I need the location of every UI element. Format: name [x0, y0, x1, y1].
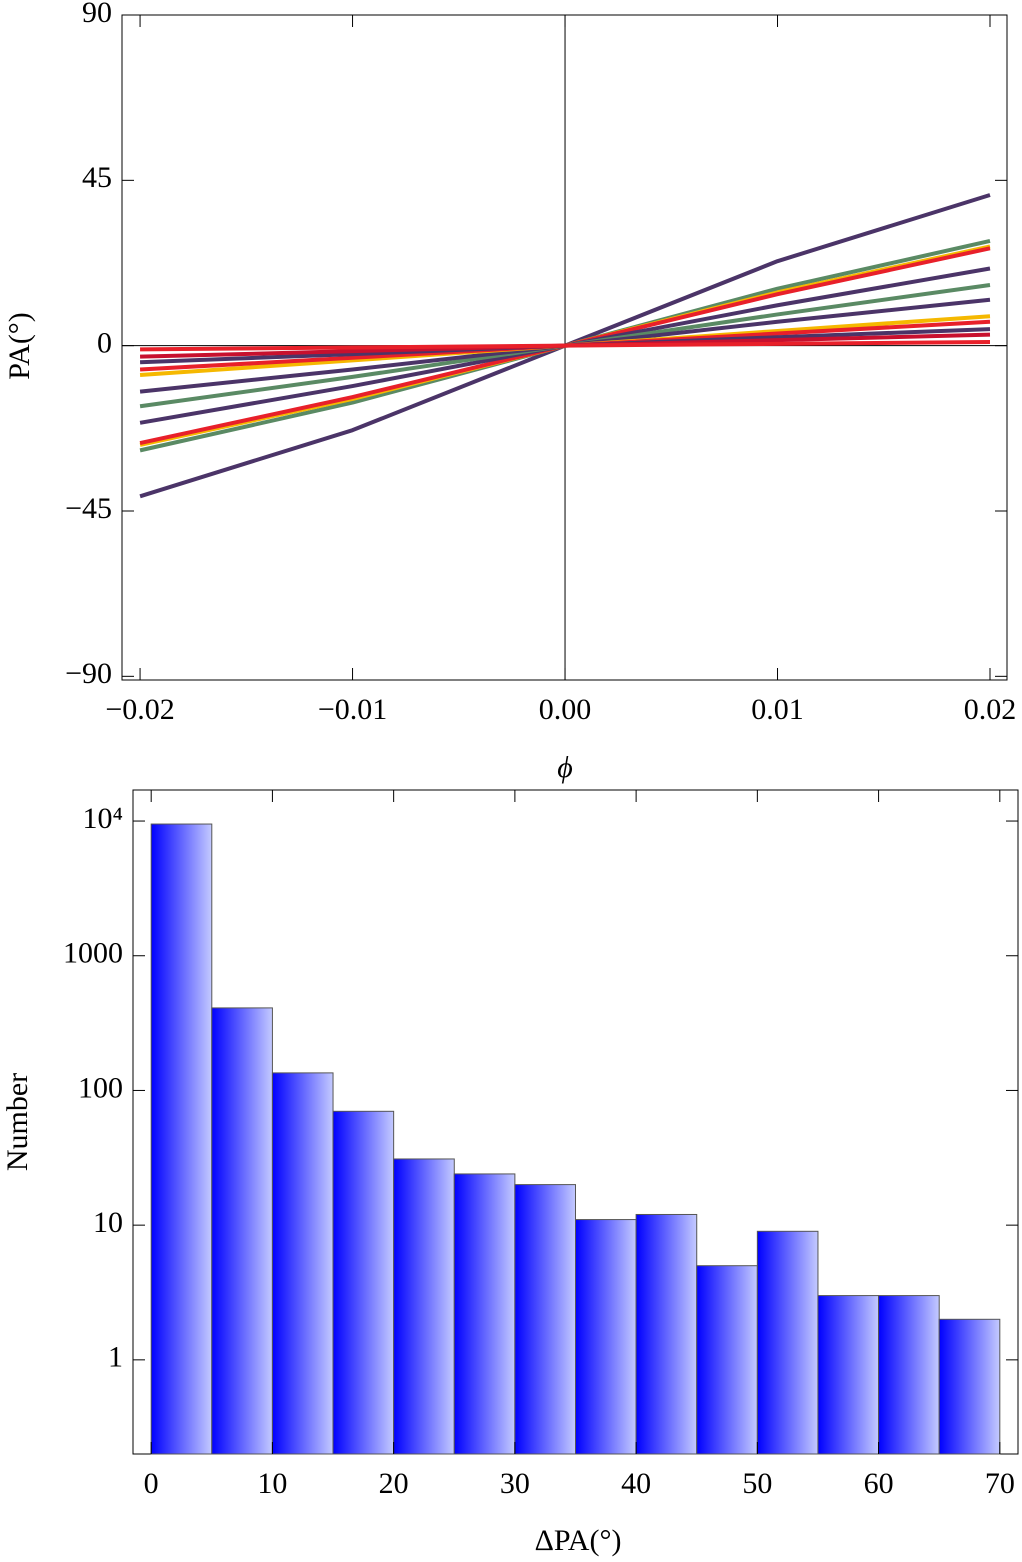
- plot-frame: [121, 14, 1008, 681]
- x-tick-label: 60: [864, 1467, 894, 1500]
- y-tick-label: 10: [93, 1206, 123, 1239]
- bar: [635, 1213, 698, 1455]
- bar: [211, 1007, 273, 1455]
- x-tick-label: −0.02: [105, 693, 174, 726]
- y-tick-label: 90: [82, 0, 112, 29]
- x-tick-label: 20: [379, 1467, 409, 1500]
- y-tick-label: 0: [97, 327, 112, 360]
- y-tick-label: 100: [78, 1071, 123, 1104]
- bar: [332, 1110, 395, 1455]
- y-axis-label: PA(°): [3, 312, 36, 380]
- y-tick-label: −90: [65, 657, 112, 690]
- y-tick-label: 10⁴: [83, 802, 123, 835]
- y-tick-label: 45: [82, 161, 112, 194]
- x-axis-label: ΔPA(°): [535, 1524, 622, 1557]
- x-tick-label: 10: [257, 1467, 287, 1500]
- bar: [453, 1173, 516, 1455]
- bar: [393, 1158, 455, 1455]
- bar: [756, 1230, 819, 1455]
- y-tick-label: 1000: [63, 937, 123, 970]
- series-line: [140, 339, 991, 352]
- y-tick-label: −45: [65, 492, 112, 525]
- x-tick-label: 30: [500, 1467, 530, 1500]
- bar: [150, 823, 213, 1455]
- x-tick-label: 0: [144, 1467, 159, 1500]
- x-tick-label: 0.02: [964, 693, 1017, 726]
- x-tick-label: 0.01: [751, 693, 804, 726]
- bar: [817, 1295, 880, 1455]
- x-tick-label: 70: [985, 1467, 1015, 1500]
- bar: [271, 1072, 334, 1455]
- bar: [696, 1265, 758, 1455]
- x-tick-label: 40: [621, 1467, 651, 1500]
- bar: [575, 1219, 637, 1455]
- x-tick-label: −0.01: [318, 693, 387, 726]
- y-tick-label: 1: [108, 1341, 123, 1374]
- x-tick-label: 0.00: [539, 693, 592, 726]
- bar: [878, 1295, 940, 1455]
- x-axis-label: ϕ: [557, 751, 573, 784]
- bar: [514, 1184, 576, 1455]
- y-axis-label: Number: [1, 1073, 34, 1171]
- bar: [938, 1318, 1001, 1455]
- x-tick-label: 50: [742, 1467, 772, 1500]
